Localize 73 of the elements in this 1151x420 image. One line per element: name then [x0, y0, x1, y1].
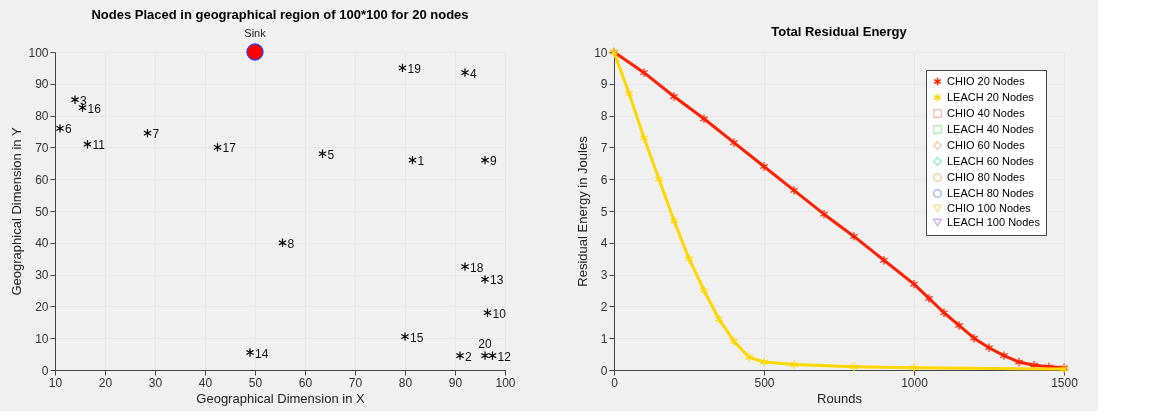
legend-label: CHIO 60 Nodes — [947, 138, 1026, 151]
y-tick-label: 30 — [35, 268, 49, 283]
annotation: 4 — [470, 66, 477, 81]
x-tick-label: 50 — [248, 375, 263, 390]
y-tick-label: 80 — [35, 109, 49, 124]
chart-title: Nodes Placed in geographical region of 100*100 for 20 nodes — [91, 7, 469, 22]
y-tick-label: 100 — [28, 45, 49, 60]
x-tick-label: 20 — [98, 375, 113, 390]
legend-label: CHIO 80 Nodes — [947, 170, 1026, 183]
annotation: 16 — [87, 101, 102, 116]
annotation: 6 — [65, 122, 72, 137]
y-tick-label: 5 — [600, 204, 608, 219]
legend-label: LEACH 40 Nodes — [947, 122, 1035, 135]
y-tick-label: 6 — [600, 172, 608, 187]
annotation: 19 — [407, 61, 422, 76]
y-tick-label: 8 — [600, 109, 608, 124]
y-tick-label: 0 — [41, 363, 49, 378]
y-tick-label: 0 — [600, 363, 608, 378]
legend-label: LEACH 20 Nodes — [947, 90, 1035, 103]
x-axis-title: Rounds — [817, 390, 863, 406]
y-tick-label: 4 — [600, 236, 608, 251]
annotation: 14 — [255, 346, 269, 361]
x-tick-label: 1000 — [901, 375, 929, 390]
legend-label: CHIO 100 Nodes — [947, 201, 1032, 214]
annotation: 5 — [327, 147, 335, 162]
annotation: 7 — [152, 127, 160, 142]
y-tick-label: 10 — [594, 45, 608, 60]
y-tick-label: 2 — [600, 299, 608, 314]
x-tick-label: 1500 — [1051, 375, 1079, 390]
y-tick-label: 3 — [600, 268, 608, 283]
annotation: 10 — [492, 306, 507, 321]
x-tick-label: 70 — [348, 375, 363, 390]
annotation: 18 — [470, 260, 484, 275]
y-tick-label: 9 — [600, 77, 608, 92]
y-axis-title: Geographical Dimension in Y — [9, 127, 25, 296]
x-tick-label: 30 — [148, 375, 163, 390]
y-tick-label: 40 — [35, 236, 49, 251]
annotation: 2 — [465, 349, 472, 364]
y-tick-label: 20 — [35, 299, 49, 314]
y-tick-label: 50 — [35, 204, 49, 219]
x-tick-label: 40 — [198, 375, 213, 390]
annotation: 12 — [497, 349, 512, 364]
y-tick-label: 90 — [35, 77, 49, 92]
y-tick-label: 1 — [600, 331, 608, 346]
legend-label: LEACH 100 Nodes — [947, 215, 1041, 228]
x-axis-title: Geographical Dimension in X — [196, 390, 366, 406]
annotation: 20 — [478, 336, 492, 351]
chart-title: Total Residual Energy — [771, 24, 908, 40]
annotation: 1 — [417, 154, 425, 169]
annotation: 17 — [222, 141, 237, 156]
annotation: 9 — [490, 154, 497, 169]
x-tick-label: 100 — [495, 375, 516, 390]
annotation: 3 — [80, 93, 87, 108]
annotation: 15 — [410, 330, 424, 345]
annotation: 11 — [92, 138, 106, 153]
x-tick-label: 80 — [398, 375, 413, 390]
y-tick-label: 7 — [600, 140, 608, 155]
y-tick-label: 60 — [35, 172, 49, 187]
x-tick-label: 60 — [298, 375, 313, 390]
annotation: 8 — [287, 236, 295, 251]
legend-label: LEACH 80 Nodes — [947, 186, 1035, 199]
series-label: Sink — [244, 27, 267, 39]
x-tick-label: 10 — [48, 375, 63, 390]
y-tick-label: 70 — [35, 140, 49, 155]
x-tick-label: 90 — [448, 375, 463, 390]
x-tick-label: 500 — [754, 375, 775, 390]
x-tick-label: 0 — [611, 375, 619, 390]
legend-label: CHIO 40 Nodes — [947, 106, 1026, 119]
legend-label: CHIO 20 Nodes — [947, 74, 1026, 87]
y-axis-title: Residual Energy in Joules — [575, 135, 591, 287]
legend-label: LEACH 60 Nodes — [947, 154, 1035, 167]
annotation: 13 — [490, 273, 504, 288]
y-tick-label: 10 — [35, 331, 49, 346]
